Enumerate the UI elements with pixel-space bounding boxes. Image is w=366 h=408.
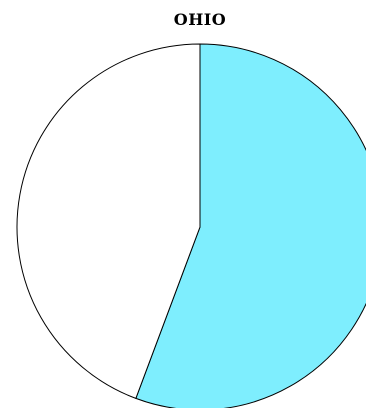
pie-slice-1	[135, 43, 366, 408]
chart-title: OHIO	[173, 10, 227, 29]
pie-slice-2	[16, 43, 201, 400]
pie-slices	[16, 43, 366, 408]
